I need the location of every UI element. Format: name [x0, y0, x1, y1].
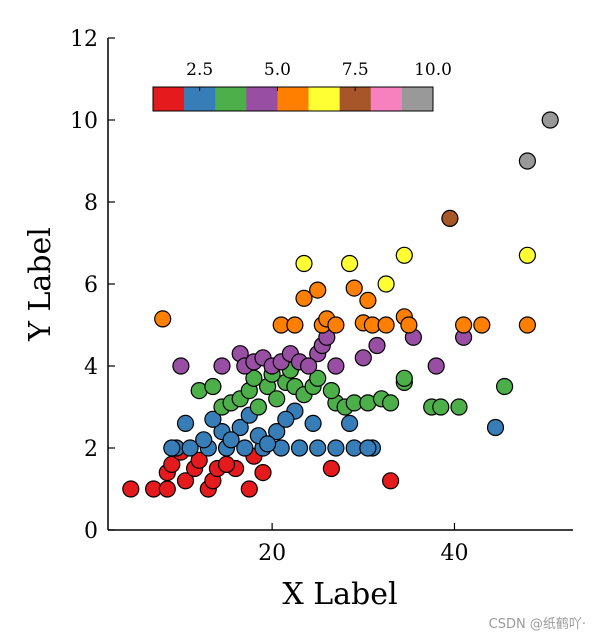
data-point: [249, 398, 267, 416]
data-point: [254, 464, 272, 482]
data-point: [213, 357, 231, 375]
data-point: [190, 451, 208, 469]
data-point: [541, 111, 559, 129]
data-point: [359, 439, 377, 457]
data-point: [236, 439, 254, 457]
colorbar-swatch: [401, 87, 434, 111]
data-point: [427, 357, 445, 375]
data-point: [368, 336, 386, 355]
colorbar-tick-label: 7.5: [342, 60, 369, 80]
data-point: [304, 414, 322, 432]
data-point: [341, 254, 359, 273]
data-point: [359, 291, 377, 309]
data-point: [518, 316, 537, 334]
colorbar-tick-label: 2.5: [186, 60, 213, 80]
data-point: [154, 310, 172, 328]
data-point: [231, 418, 249, 437]
data-point: [322, 459, 340, 478]
y-tick-label: 6: [84, 273, 98, 298]
data-point: [204, 377, 222, 396]
data-point: [327, 357, 345, 375]
data-point: [341, 414, 359, 432]
data-point: [327, 439, 345, 457]
y-tick-label: 4: [84, 355, 98, 380]
data-point: [204, 410, 222, 428]
data-point: [176, 414, 195, 432]
data-point: [290, 439, 309, 457]
y-tick-label: 2: [84, 437, 98, 462]
data-point: [122, 480, 140, 498]
data-point: [268, 423, 286, 441]
data-point: [286, 316, 304, 334]
data-point: [496, 377, 514, 396]
x-tick-label: 20: [258, 541, 286, 566]
watermark: CSDN @纸鹤吖·: [488, 617, 586, 632]
data-point: [176, 472, 195, 490]
data-point: [259, 435, 277, 453]
data-point: [181, 439, 199, 457]
y-tick-label: 0: [84, 519, 98, 544]
y-tick-label: 8: [84, 191, 98, 216]
data-point: [432, 398, 450, 416]
colorbar: 2.5 5.0 7.5 10.0: [152, 60, 452, 112]
data-point: [473, 316, 491, 334]
colorbar-swatch: [277, 87, 309, 111]
data-point: [158, 480, 176, 498]
data-point: [295, 254, 313, 273]
colorbar-swatch: [215, 87, 247, 111]
ticks-layer: 20 40 0 2 4 6 8 10 12: [70, 27, 468, 566]
data-point: [327, 316, 345, 334]
data-point: [382, 472, 400, 490]
data-point: [345, 279, 363, 297]
data-point: [295, 289, 313, 307]
y-tick-label: 10: [70, 109, 98, 134]
data-point: [395, 246, 413, 264]
points-layer: [122, 111, 559, 498]
data-point: [222, 431, 240, 449]
data-point: [163, 439, 181, 457]
data-point: [240, 480, 258, 498]
data-point: [455, 316, 473, 334]
y-tick-label: 12: [70, 27, 98, 52]
data-point: [322, 382, 340, 400]
x-tick-label: 40: [440, 541, 468, 566]
colorbar-swatch: [246, 87, 278, 111]
data-point: [441, 209, 459, 227]
data-point: [518, 246, 537, 264]
colorbar-swatch: [308, 87, 340, 111]
data-point: [268, 390, 286, 408]
data-point: [486, 418, 505, 437]
colorbar-swatch: [153, 87, 185, 111]
data-point: [450, 398, 468, 416]
data-point: [300, 357, 318, 375]
data-point: [309, 369, 327, 387]
data-point: [172, 357, 190, 375]
data-point: [277, 410, 295, 428]
colorbar-frame: [152, 86, 434, 112]
data-point: [518, 152, 537, 170]
colorbar-tick-label: 5.0: [264, 60, 291, 80]
x-axis-label: X Label: [282, 577, 397, 612]
data-point: [377, 316, 395, 334]
data-point: [377, 275, 395, 293]
data-point: [217, 455, 236, 473]
data-point: [395, 369, 413, 387]
data-point: [309, 439, 327, 457]
colorbar-swatch: [370, 87, 403, 111]
data-point: [354, 349, 372, 367]
data-point: [309, 281, 327, 299]
data-point: [195, 431, 213, 449]
data-point: [382, 394, 400, 412]
data-point: [400, 316, 418, 334]
colorbar-tick-label: 10.0: [414, 60, 452, 80]
y-axis-label: Y Label: [23, 227, 58, 342]
